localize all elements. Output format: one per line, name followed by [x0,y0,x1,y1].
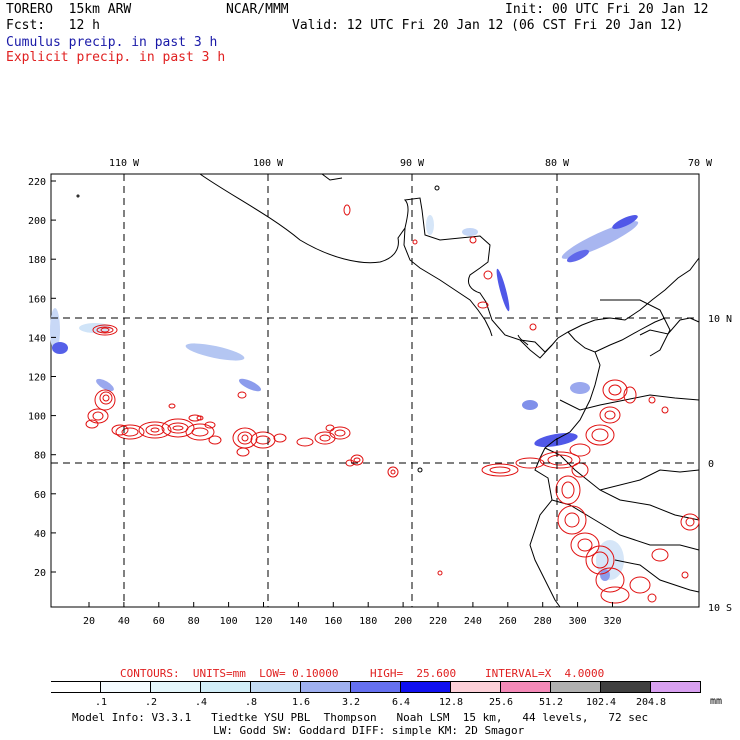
y-tick-label: 40 [34,529,46,540]
colorbar-label: 204.8 [635,697,667,708]
colorbar-cell [401,681,451,693]
colorbar-label: .2 [144,697,158,708]
x-tick-label: 140 [289,616,307,627]
colorbar-label: .8 [244,697,258,708]
lon-labels: 110 W 100 W 90 W 80 W 70 W [109,158,713,169]
model-title: TORERO 15km ARW [6,2,132,17]
cumulus-field-label: Cumulus precip. in past 3 h [6,35,218,50]
x-tick-label: 120 [254,616,272,627]
y-tick-label: 120 [28,373,46,384]
colorbar-cell [351,681,401,693]
lon-label: 90 W [400,158,425,169]
colorbar-label: .4 [194,697,208,708]
init-time: Init: 00 UTC Fri 20 Jan 12 [505,2,709,17]
colorbar-label: 51.2 [538,697,564,708]
axis-ticks [51,180,613,607]
x-tick-label: 280 [534,616,552,627]
colorbar-cell [201,681,251,693]
colorbar-label: 6.4 [391,697,411,708]
colorbar-cell [301,681,351,693]
lat-lon-grid [51,174,699,607]
x-tick-label: 80 [188,616,200,627]
x-tick-label: 160 [324,616,342,627]
x-tick-label: 40 [118,616,130,627]
x-tick-label: 100 [220,616,238,627]
x-tick-label: 20 [83,616,95,627]
colorbar-label: .1 [94,697,108,708]
x-tick-label: 220 [429,616,447,627]
x-tick-label: 240 [464,616,482,627]
colorbar-cell [501,681,551,693]
explicit-precip-contours [85,204,700,604]
colorbar-cell [251,681,301,693]
colorbar-cell [101,681,151,693]
y-tick-label: 180 [28,255,46,266]
lon-label: 80 W [545,158,570,169]
colorbar-cell [601,681,651,693]
colorbar-label: 1.6 [291,697,311,708]
y-tick-label: 100 [28,412,46,423]
colorbar-cell [451,681,501,693]
y-tick-label: 200 [28,216,46,227]
x-tick-label: 60 [153,616,165,627]
lat-label: 10 N [708,314,732,325]
colorbar-label: 3.2 [341,697,361,708]
x-grid-labels: 20 40 60 80 100 120 140 160 180 200 220 240 260 280 30… [83,616,622,627]
lon-label: 100 W [253,158,284,169]
y-tick-label: 160 [28,294,46,305]
explicit-field-label: Explicit precip. in past 3 h [6,50,226,65]
colorbar-cell [51,681,101,693]
colorbar-cell [551,681,601,693]
colorbar-cell [651,681,701,693]
y-tick-label: 140 [28,333,46,344]
lat-label: 0 [708,459,714,470]
colorbar-cell [151,681,201,693]
contours-units: CONTOURS: UNITS=mm LOW= 0.10000 [120,667,339,680]
colorbar-label: 25.6 [488,697,514,708]
valid-time: Valid: 12 UTC Fri 20 Jan 12 (06 CST Fri … [292,18,684,33]
model-info-line1: Model Info: V3.3.1 Tiedtke YSU PBL Thomp… [72,711,649,724]
forecast-hour: Fcst: 12 h [6,18,100,33]
lat-labels: 10 N 0 10 S [708,314,732,614]
y-tick-label: 60 [34,490,46,501]
contours-high: HIGH= 25.600 [370,667,457,680]
x-tick-label: 260 [499,616,517,627]
x-tick-label: 300 [569,616,587,627]
lon-label: 70 W [688,158,713,169]
coastline [76,173,700,608]
y-grid-labels: 220 200 180 160 140 120 100 80 60 40 20 [28,177,46,579]
contours-interval: INTERVAL=X 4.0000 [485,667,605,680]
y-tick-label: 220 [28,177,46,188]
colorbar-unit: mm [710,696,723,707]
cumulus-precip-shading [50,215,639,581]
lon-label: 110 W [109,158,140,169]
center-name: NCAR/MMM [226,2,289,17]
colorbar-label: 102.4 [585,697,617,708]
lat-label: 10 S [708,603,732,614]
y-tick-label: 20 [34,568,46,579]
x-tick-label: 320 [603,616,621,627]
map-frame [50,173,700,608]
model-info-line2: LW: Godd SW: Goddard DIFF: simple KM: 2D… [213,724,525,737]
colorbar-label: 12.8 [438,697,464,708]
y-tick-label: 80 [34,451,46,462]
x-tick-label: 180 [359,616,377,627]
x-tick-label: 200 [394,616,412,627]
